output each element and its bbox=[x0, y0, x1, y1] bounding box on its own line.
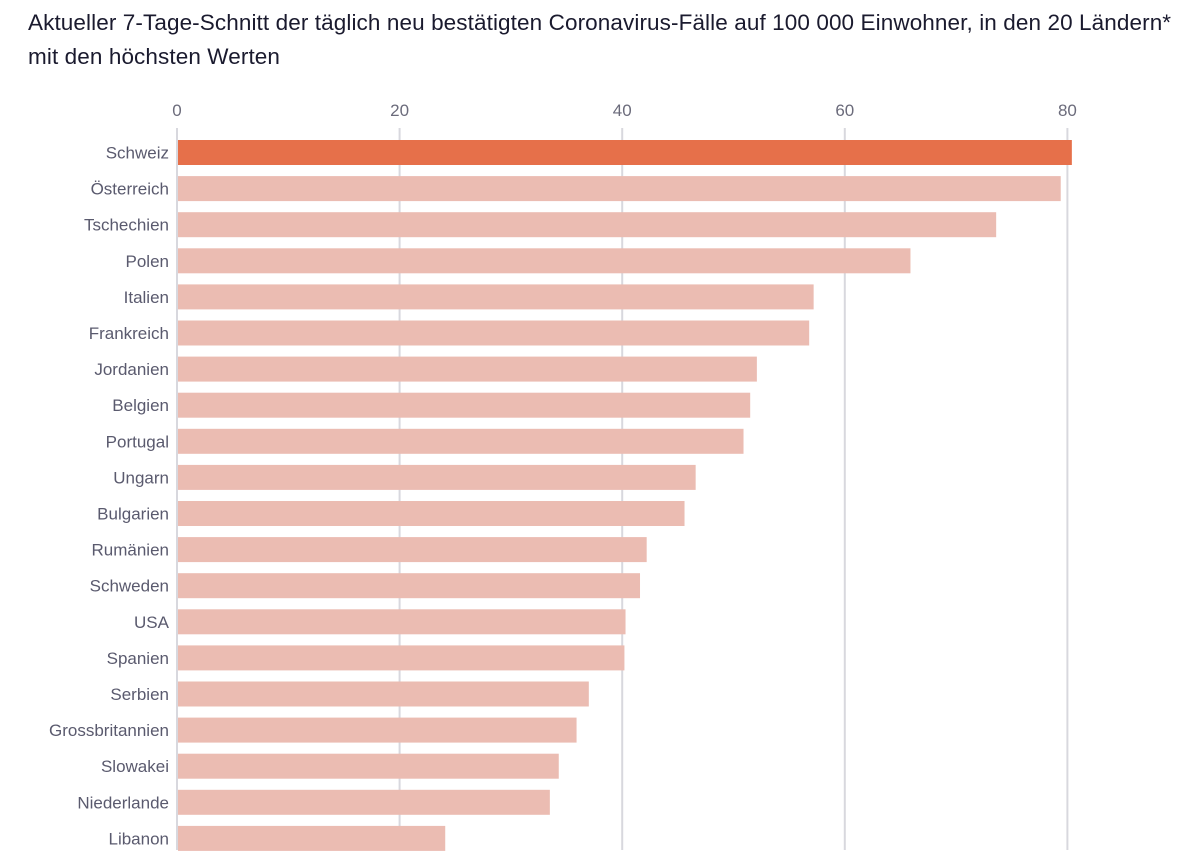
bar-schweden bbox=[178, 573, 641, 599]
bar-frankreich bbox=[178, 320, 810, 346]
bar-serbien bbox=[178, 681, 589, 707]
category-label: Schweiz bbox=[106, 144, 169, 163]
bar-bulgarien bbox=[178, 501, 685, 526]
category-label: Italien bbox=[124, 288, 169, 307]
category-label: Ungarn bbox=[113, 468, 169, 487]
bar-rumänien bbox=[178, 537, 647, 563]
bar-usa bbox=[178, 609, 626, 635]
category-label: Rumänien bbox=[92, 541, 170, 560]
category-label: Portugal bbox=[106, 432, 169, 451]
x-tick-label: 20 bbox=[390, 101, 409, 120]
bar-jordanien bbox=[178, 356, 757, 382]
category-label: Polen bbox=[126, 252, 169, 271]
bar-spanien bbox=[178, 645, 625, 671]
bar-niederlande bbox=[178, 789, 550, 815]
category-label: Tschechien bbox=[84, 216, 169, 235]
category-label: Frankreich bbox=[89, 324, 169, 343]
bar-tschechien bbox=[178, 212, 997, 238]
x-tick-label: 80 bbox=[1058, 101, 1077, 120]
category-label: Niederlande bbox=[77, 793, 169, 812]
category-label: Schweden bbox=[90, 577, 169, 596]
bar-grossbritannien bbox=[178, 717, 577, 743]
bar-schweiz bbox=[178, 140, 1072, 165]
category-label: USA bbox=[134, 613, 170, 632]
bar-italien bbox=[178, 284, 814, 310]
category-label: Jordanien bbox=[94, 360, 169, 379]
category-label: Österreich bbox=[91, 180, 169, 199]
category-label: Slowakei bbox=[101, 757, 169, 776]
bar-ungarn bbox=[178, 464, 696, 490]
x-axis-ticks: 0 20 40 60 80 bbox=[172, 101, 1077, 120]
x-tick-label: 0 bbox=[172, 101, 181, 120]
bars bbox=[178, 140, 1072, 851]
category-label: Libanon bbox=[108, 829, 169, 848]
category-labels: Schweiz Österreich Tschechien Polen Italien F… bbox=[49, 144, 170, 849]
category-label: Serbien bbox=[110, 685, 169, 704]
category-label: Grossbritannien bbox=[49, 721, 169, 740]
bar-polen bbox=[178, 248, 911, 274]
x-tick-label: 60 bbox=[835, 101, 854, 120]
bar-portugal bbox=[178, 428, 744, 454]
bar-libanon bbox=[178, 825, 446, 851]
category-label: Bulgarien bbox=[97, 505, 169, 524]
bar-slowakei bbox=[178, 753, 559, 779]
category-label: Belgien bbox=[112, 396, 169, 415]
x-tick-label: 40 bbox=[613, 101, 632, 120]
bar-österreich bbox=[178, 176, 1061, 202]
category-label: Spanien bbox=[107, 649, 169, 668]
bar-belgien bbox=[178, 392, 751, 418]
chart-title: Aktueller 7-Tage-Schnitt der täglich neu… bbox=[28, 10, 1172, 69]
